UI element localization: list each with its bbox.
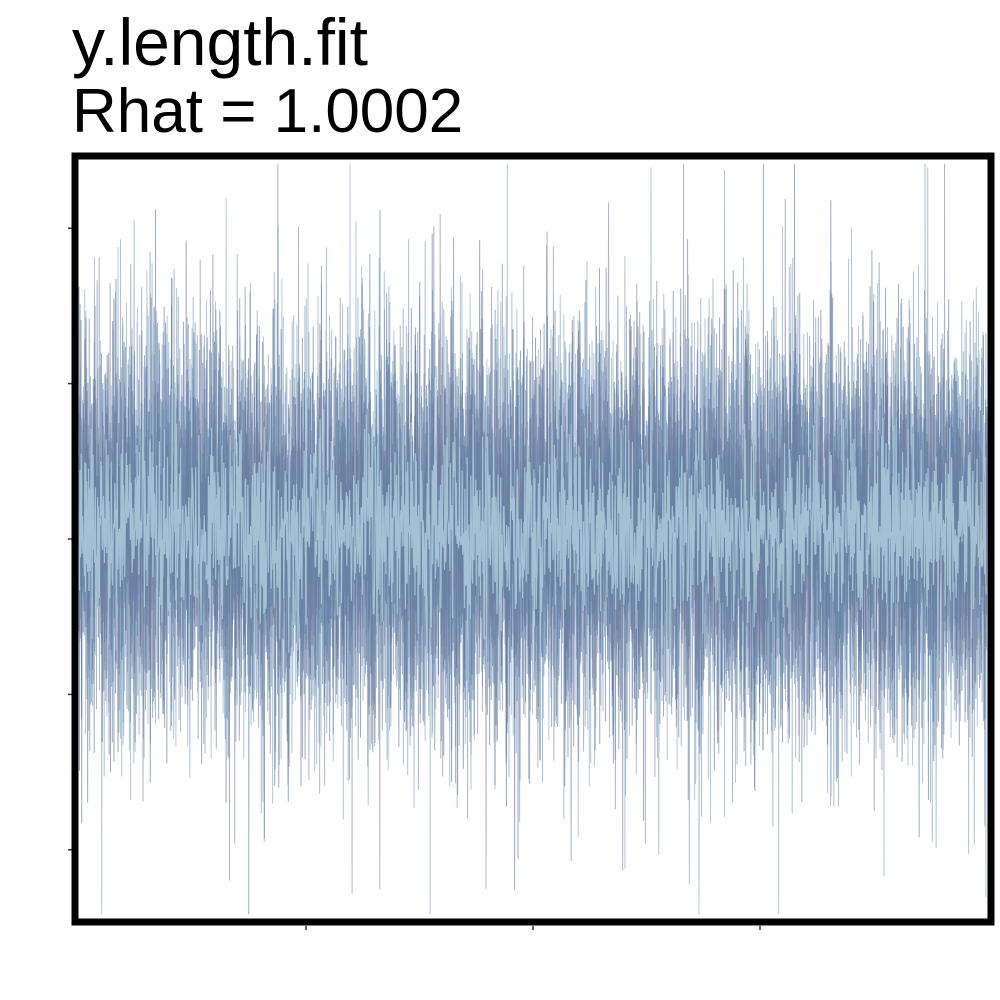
plot-frame — [71, 152, 995, 926]
trace-core-band — [78, 377, 988, 724]
trace-series-group — [78, 163, 988, 915]
axis-ticks — [68, 227, 761, 930]
chart-title: y.length.fit — [72, 5, 368, 79]
chart-subtitle: Rhat = 1.0002 — [72, 77, 464, 146]
